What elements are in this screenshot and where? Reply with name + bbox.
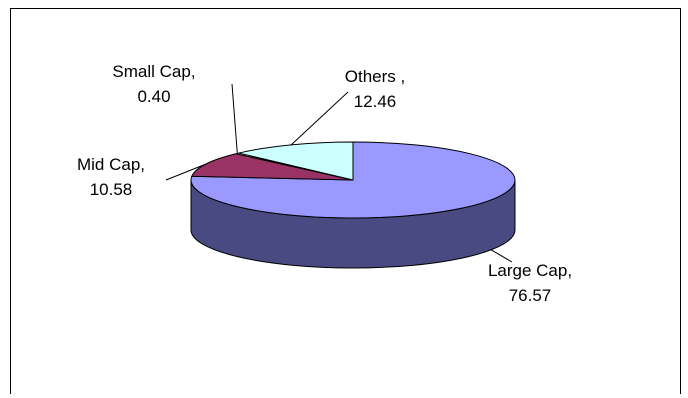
- slice-mid-cap-leader: [165, 163, 206, 181]
- label-large-cap-value: 76.57: [509, 286, 552, 305]
- label-small-cap-name: Small Cap,: [112, 62, 195, 81]
- slice-large-cap-leader: [490, 249, 513, 263]
- slice-others-leader: [290, 91, 349, 146]
- label-mid-cap-value: 10.58: [90, 180, 133, 199]
- label-large-cap-name: Large Cap,: [488, 261, 572, 280]
- slice-mid-cap: [191, 153, 354, 181]
- label-others-value: 12.46: [354, 92, 397, 111]
- label-small-cap-value: 0.40: [137, 87, 170, 106]
- label-mid-cap-name: Mid Cap,: [77, 155, 145, 174]
- label-others-name: Others ,: [345, 67, 405, 86]
- leader-lines: [165, 83, 513, 263]
- chart-area: [10, 8, 681, 394]
- pie-top-layer: [190, 141, 516, 219]
- slice-small-cap-leader: [231, 83, 238, 154]
